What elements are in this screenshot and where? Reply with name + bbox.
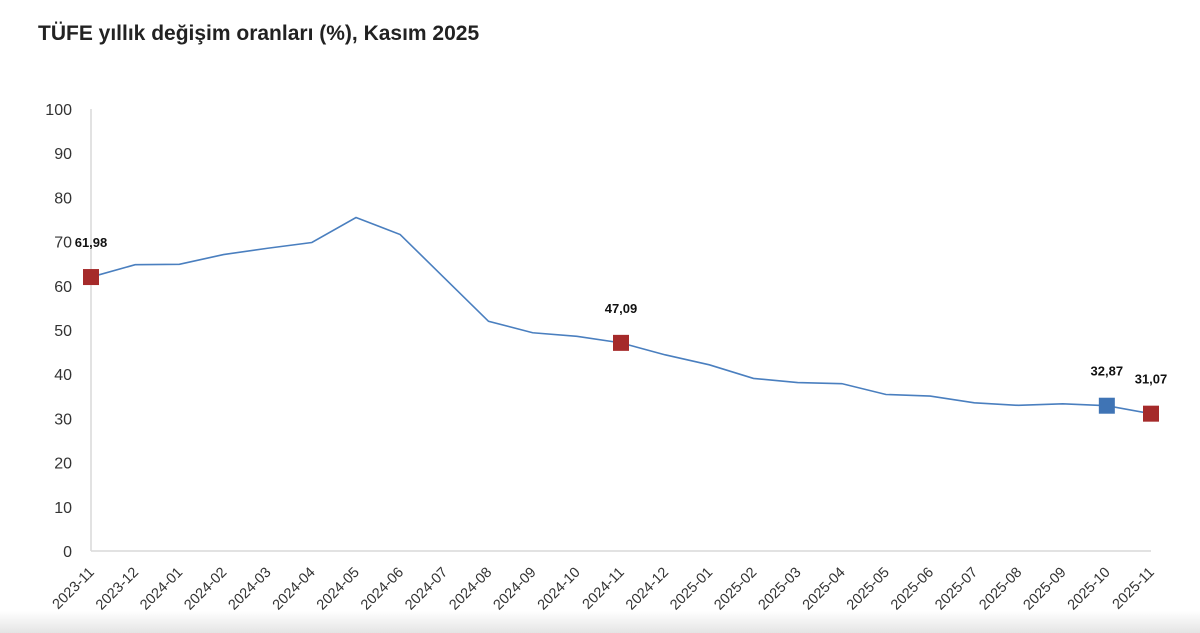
x-tick-label: 2024-07 [402,565,451,614]
x-tick-label: 2023-11 [50,565,98,613]
data-label: 32,87 [1091,364,1124,379]
y-tick-label: 20 [54,456,72,473]
data-label: 61,98 [75,235,108,250]
x-tick-label: 2024-06 [358,565,407,614]
data-point-marker [1143,405,1159,422]
data-point-marker [83,269,99,286]
x-tick-label: 2025-02 [711,565,760,614]
y-tick-label: 30 [54,411,72,428]
x-tick-label: 2025-11 [1110,565,1158,613]
data-label: 47,09 [605,301,638,316]
bottom-shade [0,611,1200,633]
y-tick-label: 90 [54,146,72,163]
data-point-marker [613,334,629,351]
y-tick-label: 0 [63,544,72,561]
data-point-marker [1098,397,1115,414]
y-tick-label: 70 [54,235,72,252]
x-tick-label: 2025-09 [1021,565,1070,614]
x-tick-label: 2024-01 [137,565,186,614]
x-tick-label: 2025-06 [888,565,937,614]
x-tick-label: 2023-12 [93,565,142,614]
x-tick-label: 2024-08 [446,565,495,614]
y-tick-label: 50 [54,323,72,340]
x-tick-label: 2024-11 [580,565,628,613]
y-tick-label: 80 [54,190,72,207]
x-tick-label: 2025-07 [932,565,981,614]
x-tick-label: 2024-05 [314,565,363,614]
y-tick-label: 40 [54,367,72,384]
x-tick-label: 2025-05 [844,565,893,614]
x-tick-label: 2025-10 [1065,565,1114,614]
y-tick-label: 100 [45,102,72,119]
x-tick-label: 2024-10 [535,565,584,614]
x-tick-label: 2024-09 [491,565,540,614]
chart-title: TÜFE yıllık değişim oranları (%), Kasım … [38,22,480,45]
x-tick-label: 2024-12 [623,565,672,614]
y-tick-label: 60 [54,279,72,296]
x-tick-label: 2025-01 [667,565,716,614]
x-tick-label: 2024-02 [181,565,230,614]
x-tick-label: 2025-08 [976,565,1025,614]
x-tick-label: 2024-03 [226,565,275,614]
y-tick-label: 10 [54,500,72,517]
data-label: 31,07 [1135,372,1168,387]
x-tick-label: 2024-04 [270,565,319,614]
x-tick-label: 2025-03 [756,565,805,614]
x-tick-label: 2025-04 [800,565,849,614]
